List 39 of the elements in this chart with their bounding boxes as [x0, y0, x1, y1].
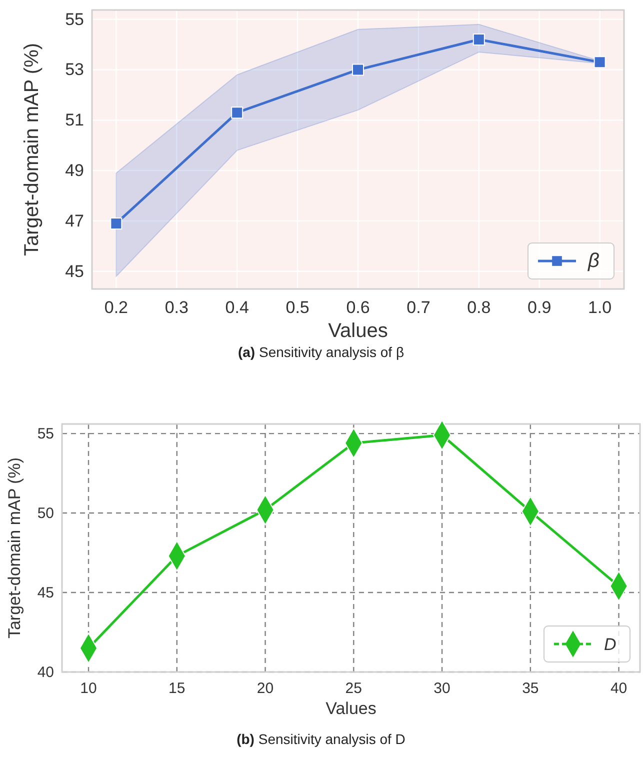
x-axis-title: Values — [328, 320, 388, 342]
point — [110, 217, 122, 230]
y-tick-label: 50 — [37, 504, 54, 522]
x-tick-label: 0.6 — [346, 298, 370, 318]
y-tick-label: 53 — [65, 60, 84, 80]
x-tick-label: 25 — [345, 680, 362, 698]
y-tick-label: 47 — [65, 211, 84, 230]
x-tick-label: 0.7 — [406, 298, 430, 318]
point — [352, 64, 364, 76]
y-axis-title: Target-domain mAP (%) — [5, 457, 24, 639]
text: (a) Sensitivity analysis of β — [238, 344, 404, 360]
point — [231, 106, 244, 119]
y-tick-label: 45 — [65, 262, 84, 281]
y-tick-label: 55 — [37, 425, 54, 442]
y-tick-label: 51 — [65, 110, 84, 130]
x-tick-label: 0.4 — [225, 298, 249, 318]
x-tick-label: 0.3 — [164, 298, 188, 318]
x-tick-label: 0.8 — [467, 298, 491, 318]
x-tick-label: 35 — [522, 680, 539, 698]
point — [594, 56, 606, 68]
x-tick-label: 0.2 — [104, 298, 128, 318]
x-tick-label: 40 — [610, 680, 628, 698]
x-tick-label: 0.9 — [528, 298, 552, 318]
x-tick-label: 20 — [256, 680, 274, 698]
y-tick-label: 55 — [65, 10, 84, 29]
legend-label: D — [604, 635, 616, 654]
y-tick-label: 45 — [37, 584, 54, 602]
y-axis-title: Target-domain mAP (%) — [21, 42, 43, 256]
x-tick-label: 30 — [434, 680, 450, 698]
text: (b) Sensitivity analysis of D — [236, 731, 406, 747]
point — [472, 33, 485, 46]
x-tick-label: 10 — [80, 680, 97, 698]
x-tick-label: 0.5 — [286, 298, 310, 318]
y-tick-label: 40 — [37, 664, 54, 681]
x-tick-label: 1.0 — [588, 298, 612, 318]
y-tick-label: 49 — [65, 160, 84, 180]
x-axis-title: Values — [326, 699, 376, 718]
legend-label: β — [587, 250, 600, 272]
x-tick-label: 15 — [168, 680, 186, 698]
